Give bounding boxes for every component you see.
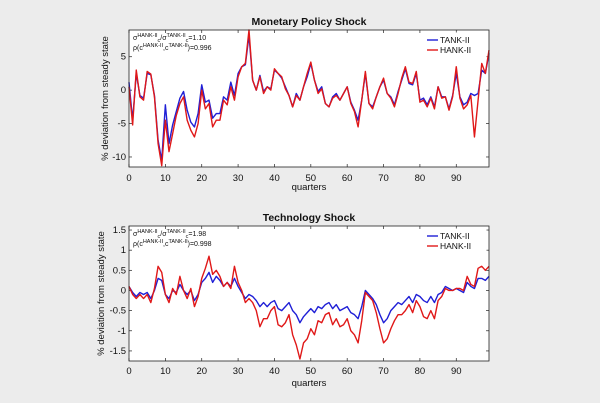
x-tick-label: 90 <box>451 173 462 184</box>
annotations: σHANK-IIc/σTANK-IIc=1.98ρ(cHANK-II,cTANK… <box>133 229 212 248</box>
annotation-part: σ <box>133 35 138 42</box>
plot-frame <box>128 225 490 362</box>
annotation-part: =1.10 <box>188 35 206 42</box>
x-tick-label: 60 <box>342 173 353 184</box>
y-tick-label: -1 <box>118 326 126 337</box>
x-tick-label: 50 <box>306 366 317 377</box>
annotation-part: σ <box>133 231 138 238</box>
y-tick-label: -0.5 <box>110 306 126 317</box>
annotation-part: c <box>158 234 161 240</box>
annotation-part: HANK-II <box>143 239 164 245</box>
chart-title: Technology Shock <box>263 212 356 224</box>
y-tick-label: 0 <box>121 285 126 296</box>
annotation-part: ,c <box>163 45 169 52</box>
x-tick-label: 40 <box>269 366 280 377</box>
x-tick-label: 50 <box>306 173 317 184</box>
x-tick-label: 0 <box>126 366 131 377</box>
annotation-part: TANK-II <box>168 239 188 245</box>
annotation-sigma-ratio: σHANK-IIc/σTANK-IIc=1.98 <box>133 229 206 240</box>
annotation-correlation: ρ(cHANK-II,cTANK-II)=0.996 <box>133 43 212 52</box>
legend-label-hank-ii: HANK-II <box>440 241 471 251</box>
x-tick-label: 0 <box>126 173 131 184</box>
x-tick-label: 70 <box>378 173 389 184</box>
x-tick-label: 70 <box>378 366 389 377</box>
y-tick-label: -5 <box>118 119 126 130</box>
y-axis-label: % deviation from steady state <box>96 231 107 356</box>
annotation-part: /σ <box>160 231 167 238</box>
annotation-part: ρ(c <box>133 241 143 248</box>
x-tick-label: 40 <box>269 173 280 184</box>
y-axis-label: % deviation from steady state <box>100 36 111 161</box>
y-tick-label: 1.5 <box>113 225 126 236</box>
chart-title: Monetary Policy Shock <box>252 16 367 28</box>
annotations: σHANK-IIc/σTANK-IIc=1.10ρ(cHANK-II,cTANK… <box>133 33 212 52</box>
annotation-part: =1.98 <box>188 231 206 238</box>
annotation-part: HANK-II <box>143 43 164 49</box>
annotation-part: =0.996 <box>190 45 212 52</box>
legend-label-tank-ii: TANK-II <box>440 231 470 241</box>
annotation-part: c <box>186 38 189 44</box>
series-line-hank-ii <box>128 29 490 167</box>
x-tick-label: 30 <box>233 366 244 377</box>
annotation-correlation: ρ(cHANK-II,cTANK-II)=0.998 <box>133 239 212 248</box>
annotation-part: ) <box>188 241 190 248</box>
x-tick-label: 20 <box>196 366 207 377</box>
x-tick-label: 60 <box>342 366 353 377</box>
y-tick-label: 5 <box>121 52 126 63</box>
series-line-hank-ii <box>128 255 490 360</box>
y-tick-label: 0.5 <box>113 265 126 276</box>
annotation-part: =0.998 <box>190 241 212 248</box>
annotation-part: TANK-II <box>167 229 187 235</box>
y-tick-label: 0 <box>121 85 126 96</box>
x-axis-label: quarters <box>292 378 327 389</box>
annotation-part: c <box>158 38 161 44</box>
x-tick-label: 80 <box>415 173 426 184</box>
x-tick-label: 80 <box>415 366 426 377</box>
y-tick-label: -10 <box>112 152 126 163</box>
annotation-part: c <box>186 234 189 240</box>
annotation-part: ,c <box>163 241 169 248</box>
legend-box <box>424 32 487 58</box>
x-tick-label: 30 <box>233 173 244 184</box>
annotation-part: TANK-II <box>168 43 188 49</box>
annotation-part: HANK-II <box>137 229 158 235</box>
annotation-part: TANK-II <box>167 33 187 39</box>
x-tick-label: 10 <box>160 173 171 184</box>
x-axis-label: quarters <box>292 182 327 193</box>
annotation-part: ρ(c <box>133 45 143 52</box>
y-tick-label: -1.5 <box>110 346 126 357</box>
annotation-part: ) <box>188 45 190 52</box>
legend-label-hank-ii: HANK-II <box>440 45 471 55</box>
x-tick-label: 90 <box>451 366 462 377</box>
y-tick-label: 1 <box>121 245 126 256</box>
annotation-part: HANK-II <box>137 33 158 39</box>
legend-box <box>424 228 487 254</box>
annotation-sigma-ratio: σHANK-IIc/σTANK-IIc=1.10 <box>133 33 206 44</box>
annotation-part: /σ <box>160 35 167 42</box>
x-tick-label: 20 <box>196 173 207 184</box>
legend-label-tank-ii: TANK-II <box>440 35 470 45</box>
plot-frame <box>128 29 490 168</box>
x-tick-label: 10 <box>160 366 171 377</box>
